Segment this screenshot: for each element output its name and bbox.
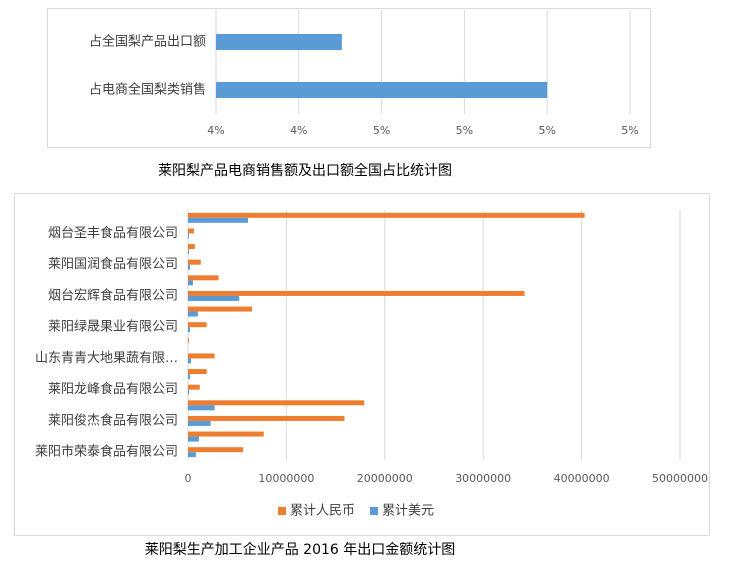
bar (188, 259, 201, 265)
legend-swatch (278, 507, 286, 515)
bar (188, 290, 525, 296)
bar (188, 327, 190, 333)
bar (188, 389, 189, 395)
y-tick-label: 烟台宏辉食品有限公司 (48, 287, 178, 303)
y-tick-label: 莱阳绿晟果业有限公司 (48, 320, 178, 335)
bar (188, 420, 211, 426)
x-tick-label: 20000000 (357, 472, 413, 485)
y-tick-label: 莱阳市荣泰食品有限公司 (35, 444, 178, 460)
y-tick-label: 莱阳国润食品有限公司 (48, 256, 178, 272)
chart-frame (47, 8, 651, 148)
bar (216, 34, 342, 50)
bar (188, 384, 200, 390)
chart-frame (14, 193, 710, 536)
bar (188, 212, 585, 218)
bar (188, 322, 207, 328)
chart-caption: 莱阳梨生产加工企业产品 2016 年出口金额统计图 (145, 541, 456, 558)
bar (188, 337, 189, 343)
bar (188, 244, 195, 250)
bar (188, 233, 189, 239)
chart-caption: 莱阳梨产品电商销售额及出口额全国占比统计图 (158, 162, 452, 179)
y-tick-label: 莱阳龙峰食品有限公司 (48, 381, 178, 397)
bar (188, 228, 194, 234)
bar (188, 431, 264, 437)
x-tick-label: 5% (456, 124, 473, 137)
bar (188, 374, 190, 380)
x-tick-label: 0 (185, 472, 192, 485)
bar (188, 306, 252, 312)
bar (188, 452, 196, 458)
y-tick-label: 占全国梨产品出口额 (89, 34, 206, 50)
x-tick-label: 10000000 (258, 472, 314, 485)
bar (188, 447, 244, 453)
bar (188, 311, 198, 317)
y-tick-label: 占电商全国梨类销售 (89, 82, 206, 98)
x-tick-label: 40000000 (554, 472, 610, 485)
y-tick-label: 山东青青大地果蔬有限… (35, 351, 178, 366)
bar (188, 280, 193, 286)
y-tick-label: 烟台圣丰食品有限公司 (48, 225, 178, 241)
legend-label: 累计人民币 (290, 504, 355, 519)
bar (188, 295, 240, 301)
bar (188, 217, 249, 223)
legend-label: 累计美元 (382, 504, 434, 519)
bar (216, 82, 548, 98)
x-tick-label: 5% (373, 124, 390, 137)
bar (188, 264, 190, 270)
x-tick-label: 4% (207, 124, 224, 137)
bar (188, 436, 199, 442)
y-tick-label: 莱阳俊杰食品有限公司 (48, 412, 178, 428)
bar (188, 249, 189, 255)
bar (188, 405, 215, 411)
x-tick-label: 5% (538, 124, 555, 137)
bar (188, 275, 219, 281)
bar (188, 369, 207, 375)
bar (188, 415, 345, 421)
x-tick-label: 30000000 (455, 472, 511, 485)
x-tick-label: 5% (621, 124, 638, 137)
bar (188, 358, 191, 364)
legend-swatch (370, 507, 378, 515)
x-tick-label: 4% (290, 124, 307, 137)
bar (188, 353, 215, 359)
bar (188, 400, 365, 406)
x-tick-label: 50000000 (652, 472, 708, 485)
